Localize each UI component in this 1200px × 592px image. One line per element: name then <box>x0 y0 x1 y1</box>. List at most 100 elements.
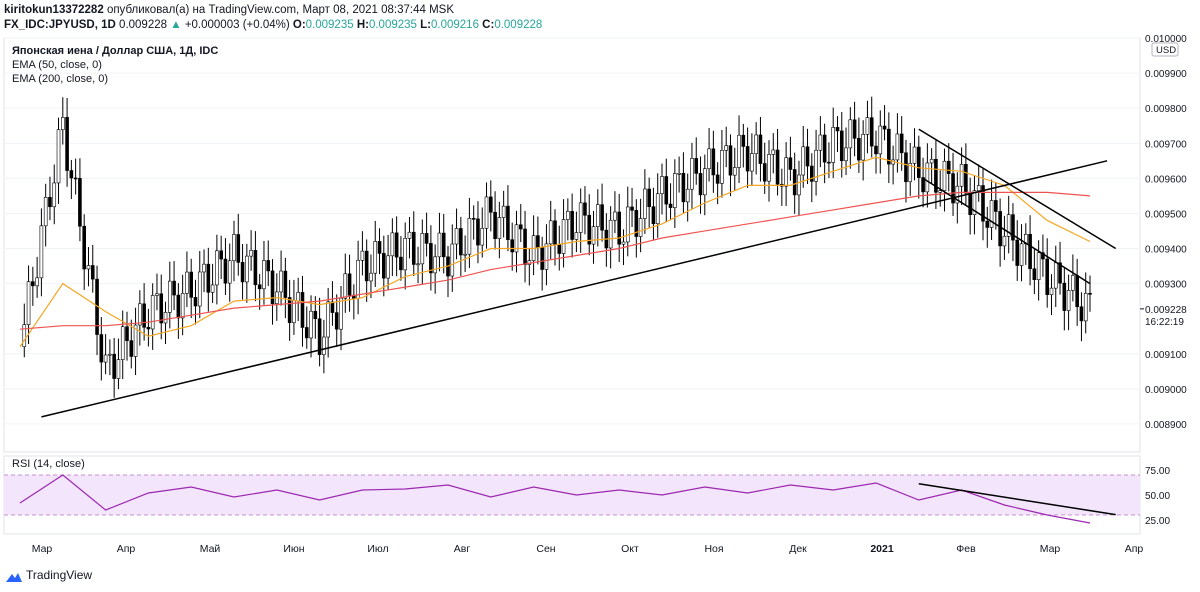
candle-down <box>934 158 938 193</box>
candle-down <box>827 161 831 164</box>
publish-info: опубликовал(а) на TradingView.com, Март … <box>106 4 454 16</box>
time-tick-label: 2021 <box>870 543 894 555</box>
candle-up <box>959 164 964 187</box>
candle-up <box>544 243 549 270</box>
candle-up <box>120 326 125 360</box>
candle-up <box>677 172 681 175</box>
candle-up <box>707 148 711 170</box>
candle-down <box>142 303 146 328</box>
symbol-label[interactable]: FX_IDC:JPYUSD, 1D <box>4 19 116 31</box>
candle-up <box>60 117 65 131</box>
candle-up <box>450 243 455 277</box>
time-tick-label: Май <box>200 543 221 555</box>
candle-up <box>180 293 185 319</box>
candle-up <box>202 263 206 273</box>
candle-up <box>360 250 365 261</box>
candle-up <box>326 301 330 338</box>
currency-label: USD <box>1156 45 1176 56</box>
legend-title[interactable]: Японская иена / Доллар США, 1Д, IDC <box>12 45 219 57</box>
time-tick-label: Июл <box>367 543 388 555</box>
candle-down <box>668 203 673 208</box>
candle-down <box>172 280 176 296</box>
trendline-channel-lower <box>922 177 1091 285</box>
candle-down <box>236 234 241 263</box>
candle-down <box>176 294 181 319</box>
candle-down <box>441 232 446 258</box>
candle-up <box>925 162 930 193</box>
current-price-label: 0.009228 <box>1145 305 1187 316</box>
candle-down <box>223 258 228 284</box>
candle-down <box>758 134 763 164</box>
open-label: O: <box>292 19 306 31</box>
rsi-band <box>4 475 1140 515</box>
candle-up <box>638 218 643 237</box>
candle-down <box>788 157 793 170</box>
candle-down <box>839 130 844 162</box>
time-tick-label: Апр <box>117 543 136 555</box>
candle-down <box>31 281 35 287</box>
indicator-lines <box>19 128 1117 516</box>
currency-badge <box>1151 42 1179 57</box>
high-value: 0.009235 <box>368 19 417 31</box>
candle-down <box>112 353 116 379</box>
candle-up <box>643 188 647 219</box>
trendline-channel-upper <box>918 128 1117 250</box>
candle-down <box>715 174 720 184</box>
candle-down <box>206 263 211 293</box>
candle-down <box>904 152 908 183</box>
candle-down <box>694 158 699 174</box>
candle-down <box>1028 233 1032 270</box>
time-tick-label: Июн <box>283 543 304 555</box>
candle-down <box>698 173 703 196</box>
candle-down <box>394 232 399 258</box>
candle-up <box>818 134 823 151</box>
tradingview-logo[interactable]: TradingView <box>6 568 92 582</box>
candle-up <box>103 354 108 363</box>
candle-up <box>339 297 343 330</box>
candle-up <box>467 218 472 255</box>
candle-up <box>613 211 617 221</box>
low-label: L: <box>420 19 431 31</box>
header-line-1: kiritokun13372282 опубликовал(а) на Trad… <box>4 4 454 16</box>
candle-up <box>215 250 219 286</box>
candle-down <box>835 127 840 132</box>
candle-up <box>625 206 630 243</box>
close-label: C: <box>482 19 495 31</box>
candle-up <box>1036 252 1041 280</box>
candle-down <box>874 145 878 155</box>
candle-up <box>232 234 236 262</box>
candle-up <box>660 176 664 195</box>
candle-up <box>1071 275 1075 291</box>
price-tick-label: 0.008900 <box>1145 420 1187 431</box>
candle-down <box>193 297 198 307</box>
brand-name: TradingView <box>26 568 93 582</box>
candle-down <box>424 233 429 244</box>
candle-down <box>964 164 968 194</box>
candle-up <box>403 238 408 271</box>
candle-up <box>702 168 707 196</box>
candle-down <box>651 206 656 225</box>
candle-up <box>463 253 467 256</box>
candle-down <box>809 165 814 182</box>
legend-ema50[interactable]: EMA (50, close, 0) <box>12 59 102 71</box>
candle-up <box>497 217 502 239</box>
candle-up <box>929 158 934 164</box>
candle-up <box>322 336 326 355</box>
legend-ema200[interactable]: EMA (200, close, 0) <box>12 73 108 85</box>
candle-down <box>805 146 810 167</box>
candle-down <box>283 270 288 298</box>
rsi-panel <box>4 474 1140 524</box>
legend-rsi[interactable]: RSI (14, close) <box>12 458 85 470</box>
candle-up <box>1049 287 1054 295</box>
candle-down <box>998 211 1002 247</box>
candle-down <box>73 177 78 180</box>
candle-down <box>493 211 497 239</box>
trendline-support <box>41 160 1108 418</box>
candle-down <box>822 134 827 163</box>
publisher-username[interactable]: kiritokun13372282 <box>4 4 104 16</box>
candle-up <box>185 271 189 294</box>
candle-down <box>1015 239 1020 266</box>
axes: 0.010000 0.009900 0.009800 0.009700 0.009600… <box>32 34 1187 555</box>
candle-up <box>895 133 900 161</box>
